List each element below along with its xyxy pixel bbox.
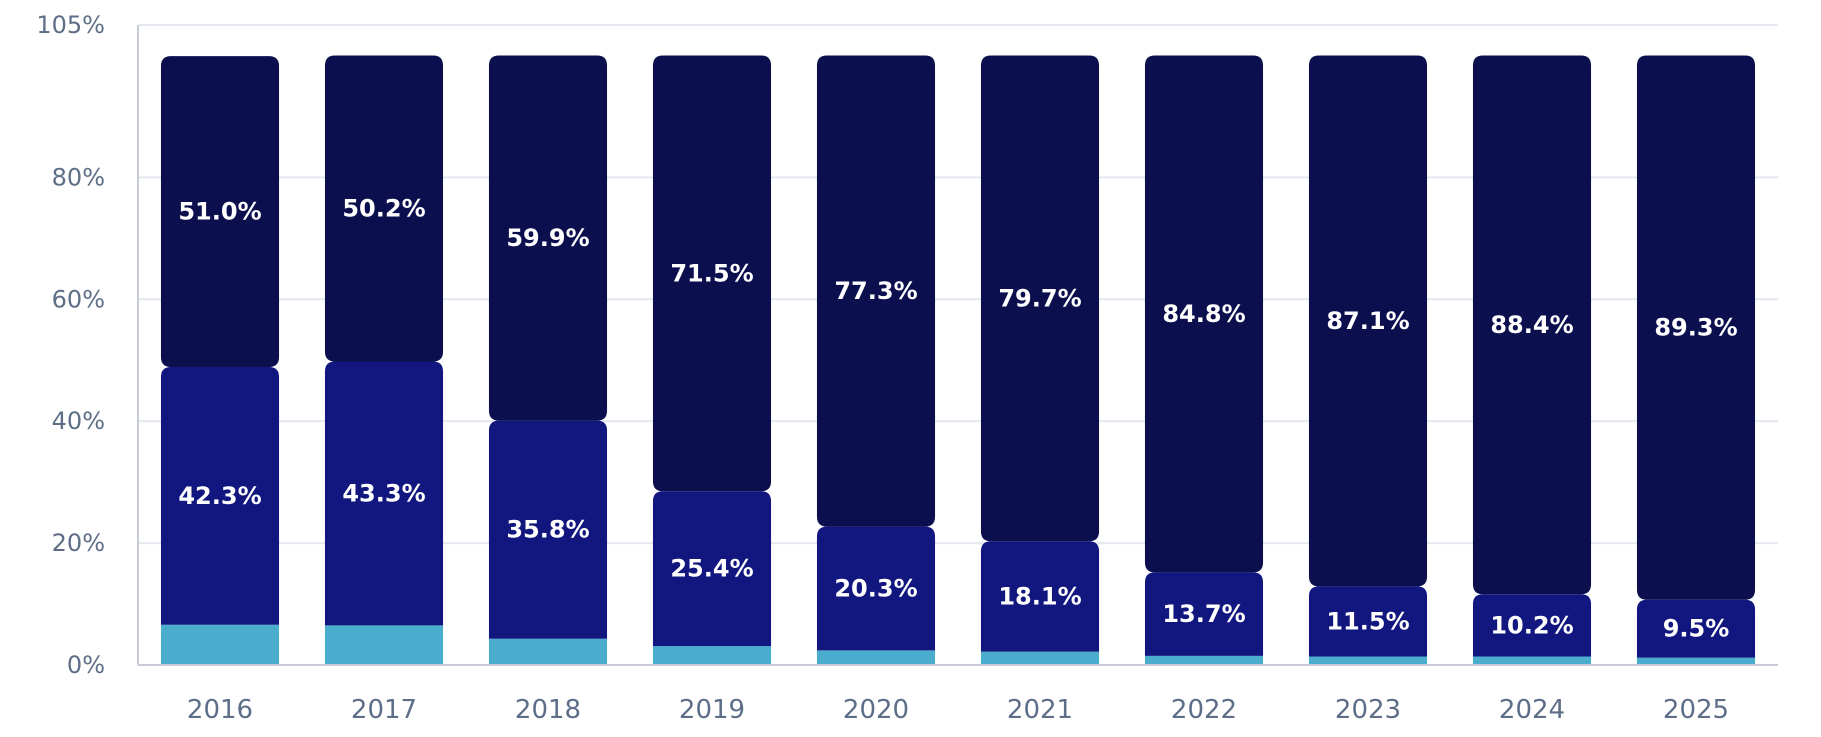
data-label: 9.5% (1663, 615, 1730, 643)
x-tick-label: 2022 (1171, 695, 1237, 725)
x-tick-label: 2020 (843, 695, 909, 725)
x-tick-label: 2018 (515, 695, 581, 725)
bar-segment (980, 651, 1100, 665)
bar-segment (652, 646, 772, 665)
bar-segment (1144, 655, 1264, 665)
bar-segment (1308, 586, 1428, 657)
data-label: 20.3% (834, 575, 917, 603)
bar-segment (816, 650, 936, 665)
bar-segment (1636, 55, 1756, 600)
bar-segment (160, 366, 280, 625)
data-label: 59.9% (506, 224, 589, 252)
data-label: 13.7% (1162, 600, 1245, 628)
data-label: 89.3% (1654, 314, 1737, 342)
x-tick-label: 2023 (1335, 695, 1401, 725)
y-tick-label: 105% (36, 11, 105, 39)
x-tick-label: 2021 (1007, 695, 1073, 725)
bar-segment (324, 55, 444, 362)
bar-segment (1472, 594, 1592, 657)
bar-segment (1144, 572, 1264, 656)
y-tick-label: 0% (67, 651, 105, 679)
x-tick-label: 2019 (679, 695, 745, 725)
bar-segment (980, 55, 1100, 542)
bar-segment (1472, 656, 1592, 665)
bar-segment (652, 491, 772, 647)
data-label: 84.8% (1162, 300, 1245, 328)
y-tick-label: 20% (52, 529, 105, 557)
bars (160, 55, 1756, 665)
data-label: 25.4% (670, 555, 753, 583)
data-label: 77.3% (834, 277, 917, 305)
data-label: 11.5% (1326, 607, 1409, 635)
x-axis: 2016 2017 2018 2019 2020 2021 2022 2023 2024 2025 (138, 664, 1778, 725)
bar-segment (488, 638, 608, 665)
x-tick-label: 2025 (1663, 695, 1729, 725)
data-label: 87.1% (1326, 307, 1409, 335)
bar-segment (1144, 55, 1264, 573)
bar-segment (816, 526, 936, 651)
bar-segment (160, 624, 280, 665)
bar-segment (488, 55, 608, 421)
bar-segment (980, 541, 1100, 652)
data-label: 42.3% (178, 482, 261, 510)
bar-segment (1308, 656, 1428, 665)
bar-segment (1472, 55, 1592, 595)
x-tick-label: 2017 (351, 695, 417, 725)
bar-segment (816, 55, 936, 527)
data-label: 51.0% (178, 198, 261, 226)
x-tick-label: 2016 (187, 695, 253, 725)
bar-segment (1308, 55, 1428, 587)
data-label: 43.3% (342, 479, 425, 507)
data-labels: 42.3% 51.0% 43.3% 50.2% 35.8% 59.9% 25.4% 71.5%… (178, 194, 1737, 642)
bar-segment (324, 625, 444, 665)
bar-segment (1636, 599, 1756, 658)
data-label: 79.7% (998, 284, 1081, 312)
bar-segment (160, 56, 280, 367)
bar-segment (324, 361, 444, 626)
data-label: 50.2% (342, 194, 425, 222)
y-axis: 0% 20% 40% 60% 80% 105% (36, 11, 139, 679)
x-tick-label: 2024 (1499, 695, 1565, 725)
data-label: 35.8% (506, 516, 589, 544)
data-label: 88.4% (1490, 311, 1573, 339)
y-tick-label: 60% (52, 285, 105, 313)
data-label: 71.5% (670, 259, 753, 287)
data-label: 10.2% (1490, 611, 1573, 639)
bar-segment (1636, 657, 1756, 665)
bar-segment (488, 420, 608, 639)
y-tick-label: 40% (52, 407, 105, 435)
bar-segment (652, 55, 772, 492)
y-tick-label: 80% (52, 163, 105, 191)
data-label: 18.1% (998, 582, 1081, 610)
